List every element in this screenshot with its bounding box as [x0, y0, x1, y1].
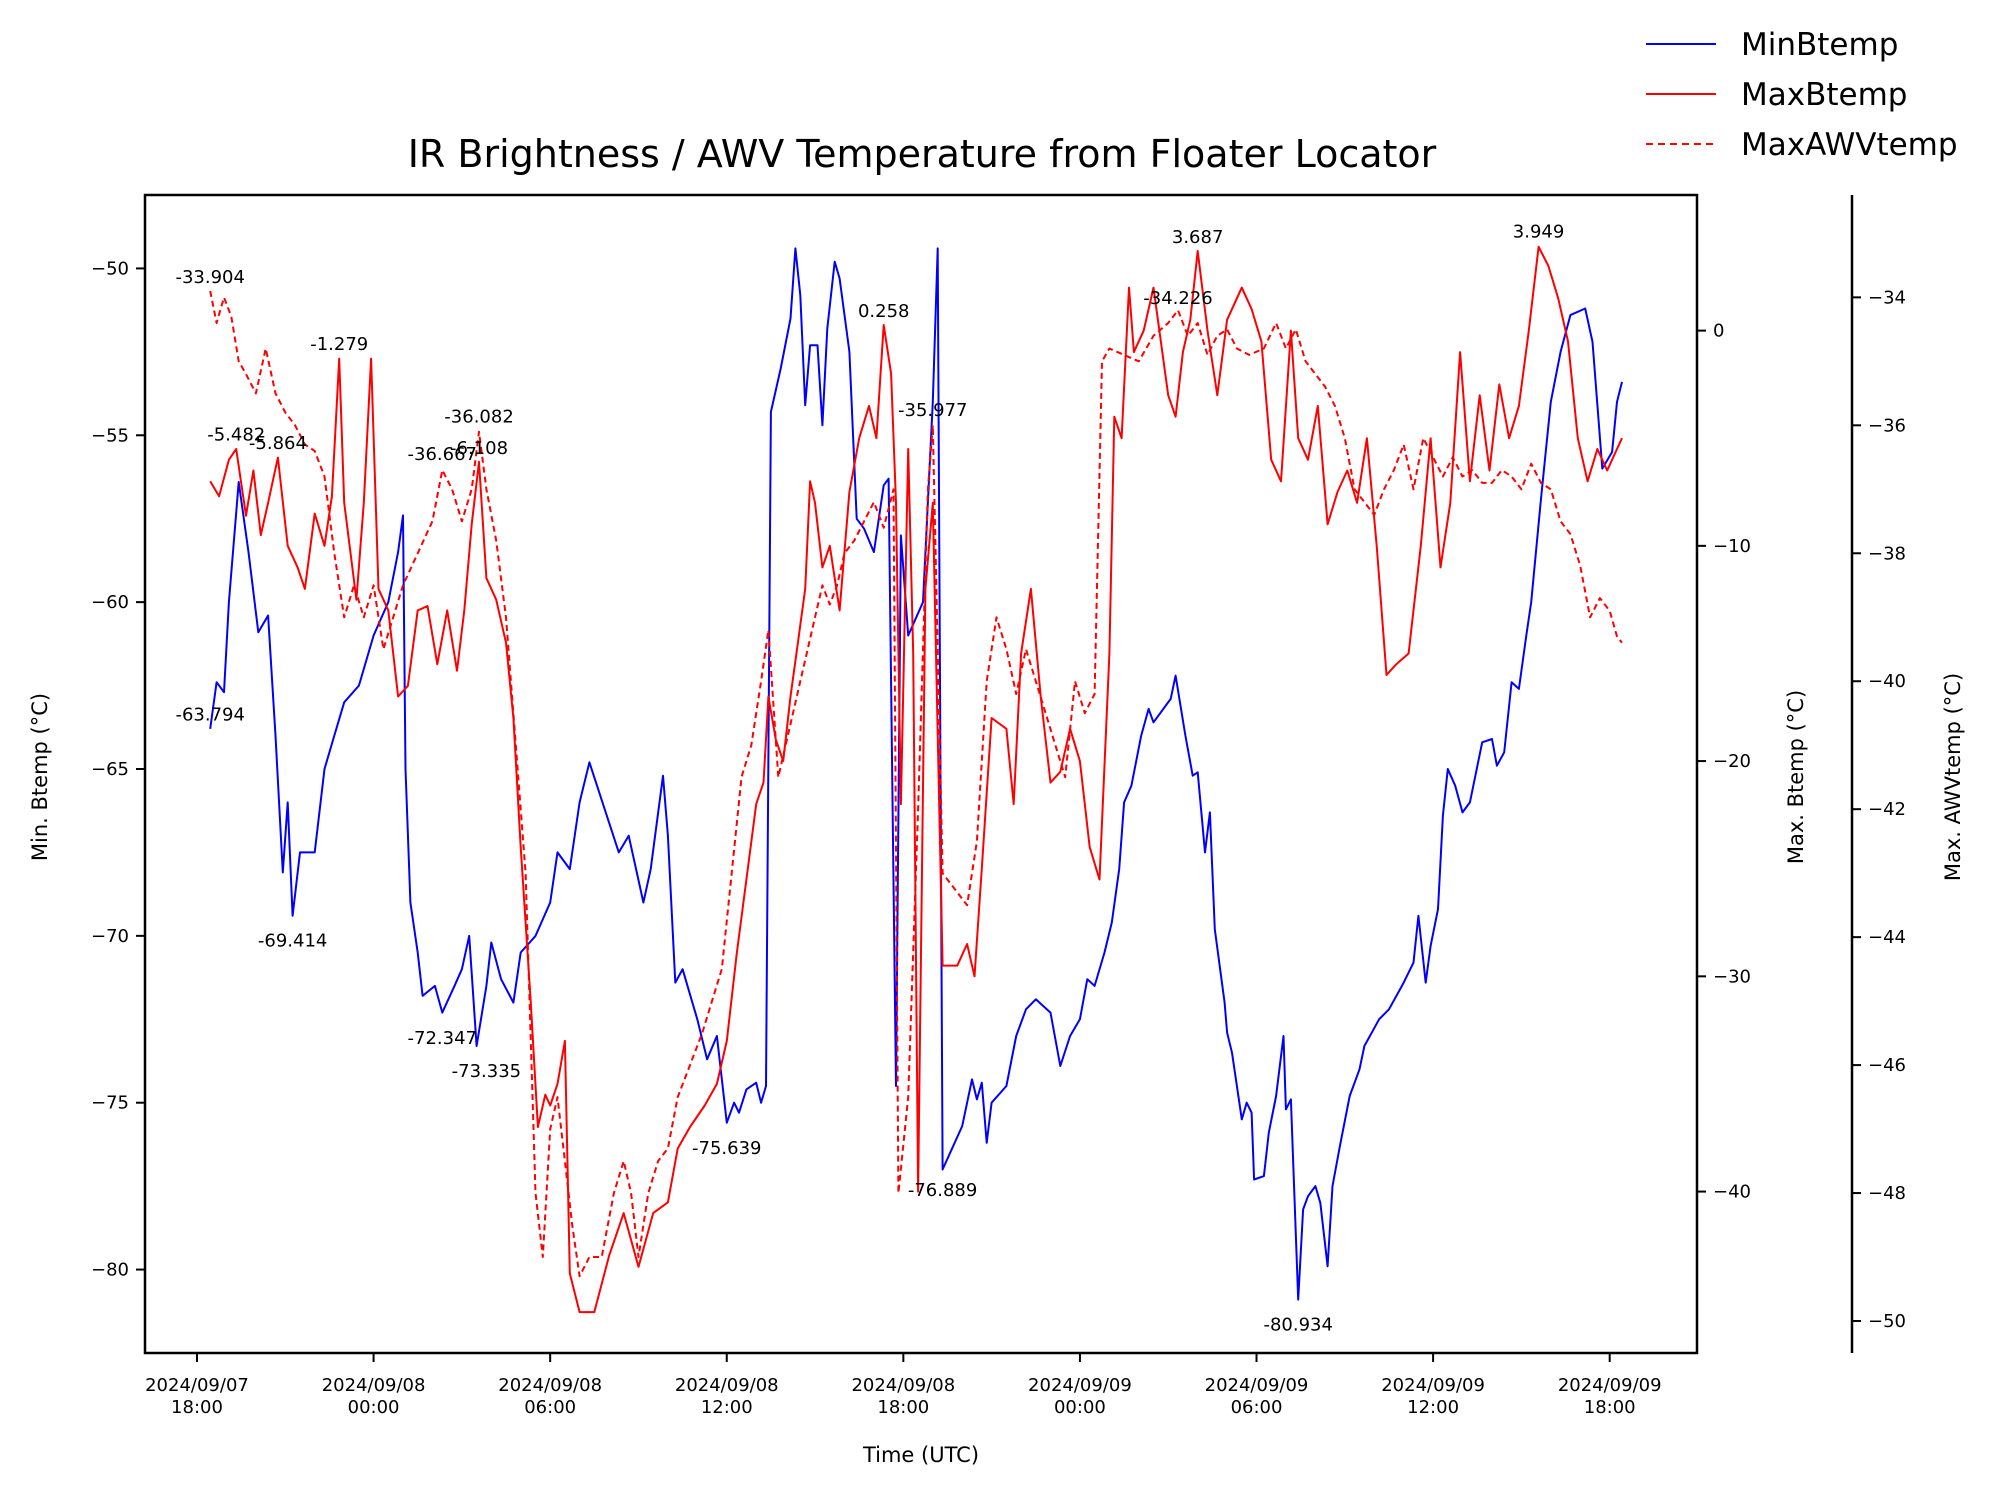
x-tick-label-time-7: 12:00 [1407, 1397, 1459, 1418]
y-tick-label-right2-5: −40 [1868, 671, 1906, 692]
y-tick-label-right2-6: −38 [1868, 543, 1906, 564]
legend-label-minbtemp: MinBtemp [1741, 27, 1898, 63]
annotation-maxawvtemp-18: -34.226 [1143, 288, 1212, 309]
y-tick-label-left-1: −75 [91, 1093, 129, 1114]
x-tick-label-date-6: 2024/09/09 [1205, 1375, 1309, 1396]
series-line-maxbtemp [209, 245, 1623, 1314]
y-tick-label-left-6: −50 [91, 258, 129, 279]
x-tick-label-time-3: 12:00 [701, 1397, 753, 1418]
annotation-maxbtemp-10: -6.108 [450, 438, 508, 459]
y-tick-label-right-4: 0 [1713, 321, 1724, 342]
y-tick-label-right-1: −30 [1713, 966, 1751, 987]
y-tick-label-right2-7: −36 [1868, 415, 1906, 436]
x-tick-label-date-8: 2024/09/09 [1558, 1375, 1662, 1396]
y-tick-label-right-0: −40 [1713, 1182, 1751, 1203]
x-tick-label-time-4: 18:00 [877, 1397, 929, 1418]
annotation-maxawvtemp-15: -36.667 [408, 444, 477, 465]
series-line-minbtemp [209, 247, 1623, 1301]
y-tick-label-right2-2: −46 [1868, 1055, 1906, 1076]
x-tick-label-date-7: 2024/09/09 [1381, 1375, 1485, 1396]
y-axis-label-left: Min. Btemp (°C) [28, 693, 52, 861]
annotation-minbtemp-1: -69.414 [258, 930, 327, 951]
annotation-maxawvtemp-16: -36.082 [444, 407, 513, 428]
x-tick-label-time-0: 18:00 [171, 1397, 223, 1418]
y-tick-label-right2-3: −44 [1868, 927, 1906, 948]
y-tick-label-left-2: −70 [91, 926, 129, 947]
annotation-maxbtemp-13: 3.949 [1513, 222, 1565, 243]
axes-layer: 2024/09/0718:002024/09/0800:002024/09/08… [91, 193, 1906, 1418]
y-tick-label-right-3: −10 [1713, 536, 1751, 557]
annotation-minbtemp-2: -72.347 [408, 1028, 477, 1049]
x-tick-label-time-5: 00:00 [1054, 1397, 1106, 1418]
x-tick-label-date-5: 2024/09/09 [1028, 1375, 1132, 1396]
annotation-minbtemp-5: -76.889 [908, 1180, 977, 1201]
x-axis-label: Time (UTC) [862, 1443, 979, 1467]
plot-frame [143, 193, 1699, 1355]
y-axis-label-right: Max. Btemp (°C) [1784, 690, 1808, 864]
x-tick-label-date-2: 2024/09/08 [498, 1375, 602, 1396]
y-tick-label-right2-0: −50 [1868, 1311, 1906, 1332]
series-line-maxawvtemp [209, 290, 1623, 1278]
chart-title: IR Brightness / AWV Temperature from Flo… [408, 132, 1437, 176]
x-tick-label-time-8: 18:00 [1584, 1397, 1636, 1418]
y-tick-label-right-2: −20 [1713, 751, 1751, 772]
series-layer [209, 245, 1623, 1314]
annotation-maxbtemp-7: -5.482 [207, 425, 265, 446]
y-tick-label-right2-8: −34 [1868, 287, 1906, 308]
annotation-maxbtemp-11: 0.258 [858, 301, 910, 322]
legend-label-maxawvtemp: MaxAWVtemp [1741, 127, 1958, 163]
x-tick-label-date-0: 2024/09/07 [145, 1375, 249, 1396]
annotation-minbtemp-3: -73.335 [452, 1061, 521, 1082]
annotation-minbtemp-4: -75.639 [692, 1138, 761, 1159]
y-tick-label-left-3: −65 [91, 759, 129, 780]
y-tick-label-right2-1: −48 [1868, 1183, 1906, 1204]
x-tick-label-time-2: 06:00 [524, 1397, 576, 1418]
y-tick-label-left-0: −80 [91, 1260, 129, 1281]
annotation-maxawvtemp-14: -33.904 [175, 267, 244, 288]
y-tick-label-right2-4: −42 [1868, 799, 1906, 820]
y-axis-label-right2: Max. AWVtemp (°C) [1941, 673, 1965, 881]
annotation-maxbtemp-9: -1.279 [310, 334, 368, 355]
x-tick-label-date-1: 2024/09/08 [322, 1375, 426, 1396]
x-tick-label-time-6: 06:00 [1231, 1397, 1283, 1418]
x-tick-label-date-3: 2024/09/08 [675, 1375, 779, 1396]
y-tick-label-left-5: −55 [91, 425, 129, 446]
annotation-maxawvtemp-17: -35.977 [898, 400, 967, 421]
annotations-layer: -63.794 -69.414 -72.347 -73.335 -75.639 -76.8… [175, 222, 1564, 1336]
x-tick-label-time-1: 00:00 [348, 1397, 400, 1418]
annotation-maxbtemp-12: 3.687 [1172, 227, 1224, 248]
annotation-minbtemp-6: -80.934 [1263, 1315, 1332, 1336]
annotation-maxbtemp-8: -5.864 [249, 433, 307, 454]
annotation-minbtemp-0: -63.794 [175, 705, 244, 726]
legend: MinBtemp MaxBtemp MaxAWVtemp [1646, 27, 1958, 163]
legend-label-maxbtemp: MaxBtemp [1741, 77, 1907, 113]
y-tick-label-left-4: −60 [91, 592, 129, 613]
x-tick-label-date-4: 2024/09/08 [851, 1375, 955, 1396]
